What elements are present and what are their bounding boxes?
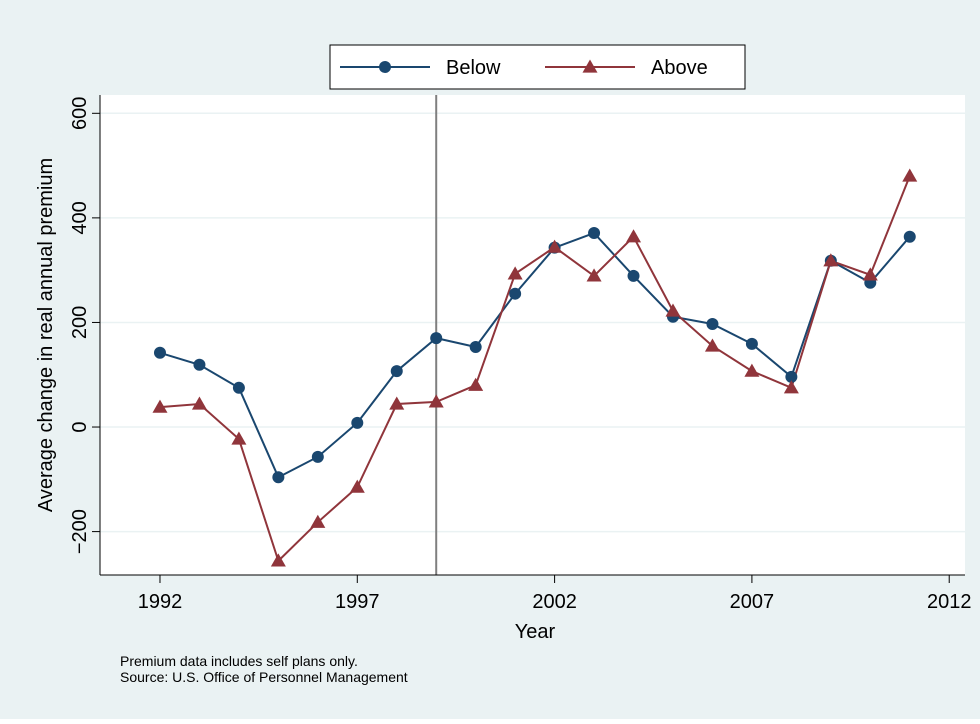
y-tick-label: −200 <box>69 509 91 554</box>
marker <box>547 239 563 253</box>
y-tick-label: 200 <box>69 306 91 339</box>
x-tick-label: 2012 <box>927 591 972 613</box>
marker <box>745 337 758 350</box>
marker <box>232 381 245 394</box>
x-tick-label: 1992 <box>138 591 183 613</box>
marker <box>468 377 484 391</box>
marker <box>193 358 206 371</box>
marker <box>270 553 286 567</box>
marker <box>310 514 326 528</box>
marker <box>785 370 798 383</box>
x-tick-label: 2007 <box>730 591 775 613</box>
marker <box>582 59 598 73</box>
y-tick-label: 0 <box>69 421 91 432</box>
marker <box>349 479 365 493</box>
marker <box>706 318 719 331</box>
x-axis-title: Year <box>515 621 556 643</box>
x-tick-label: 1997 <box>335 591 380 613</box>
y-tick-label: 600 <box>69 97 91 130</box>
marker <box>152 399 168 413</box>
note: Source: U.S. Office of Personnel Managem… <box>120 669 408 685</box>
marker <box>153 346 166 359</box>
marker <box>191 396 207 410</box>
marker <box>311 450 324 463</box>
marker <box>665 303 681 317</box>
marker <box>586 268 602 282</box>
marker <box>428 394 444 408</box>
marker <box>390 365 403 378</box>
marker <box>379 61 391 73</box>
plot <box>152 95 918 575</box>
marker <box>862 267 878 281</box>
marker <box>744 363 760 377</box>
marker <box>626 229 642 243</box>
marker <box>389 396 405 410</box>
y-tick-label: 400 <box>69 201 91 234</box>
marker <box>627 269 640 282</box>
series-line <box>159 175 911 563</box>
legend-label: Below <box>446 57 501 79</box>
marker <box>509 287 522 300</box>
series-line <box>159 231 911 479</box>
y-axis-title: Average change in real annual premium <box>35 158 57 512</box>
marker <box>783 380 799 394</box>
grid <box>100 112 965 533</box>
marker <box>704 338 720 352</box>
marker <box>272 471 285 484</box>
plot-area <box>100 95 965 575</box>
marker <box>823 253 839 267</box>
marker <box>351 416 364 429</box>
marker <box>231 431 247 445</box>
marker <box>588 227 601 240</box>
x-tick-label: 2002 <box>532 591 577 613</box>
legend-label: Above <box>651 57 708 79</box>
note: Premium data includes self plans only. <box>120 653 358 669</box>
marker <box>507 266 523 280</box>
legend-items: Below Above <box>340 57 708 79</box>
marker <box>903 230 916 243</box>
marker <box>469 341 482 354</box>
marker <box>902 168 918 182</box>
marker <box>430 332 443 345</box>
